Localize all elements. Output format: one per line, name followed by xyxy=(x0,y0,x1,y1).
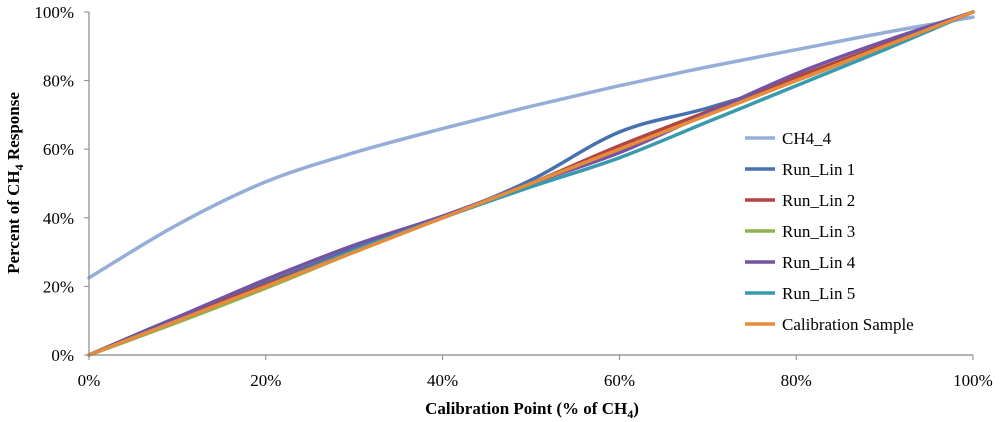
x-tick-label: 100% xyxy=(953,371,993,390)
y-tick-label: 40% xyxy=(43,209,74,228)
x-tick-label: 60% xyxy=(604,371,635,390)
legend-label-calibration-sample: Calibration Sample xyxy=(782,315,914,334)
y-tick-label: 0% xyxy=(51,346,74,365)
legend-label-run-lin-1: Run_Lin 1 xyxy=(782,160,855,179)
legend-label-ch4-4: CH4_4 xyxy=(782,129,832,148)
x-tick-label: 80% xyxy=(781,371,812,390)
series-layer xyxy=(87,10,975,357)
y-tick-label: 100% xyxy=(34,3,74,22)
legend: CH4_4 Run_Lin 1 Run_Lin 2 Run_Lin 3 Run_Lin … xyxy=(745,129,914,334)
axes-layer xyxy=(88,12,973,356)
x-axis-title: Calibration Point (% of CH4) xyxy=(425,399,639,421)
legend-label-run-lin-2: Run_Lin 2 xyxy=(782,191,855,210)
y-axis-title: Percent of CH4 Response xyxy=(4,92,26,274)
ticks-layer: 0% 20% 40% 60% 80% 100% 0% 20% 40% 60% 80% 100% xyxy=(34,3,993,390)
legend-label-run-lin-5: Run_Lin 5 xyxy=(782,284,855,303)
series-line-calibration-sample xyxy=(87,10,975,357)
y-tick-label: 80% xyxy=(43,72,74,91)
legend-label-run-lin-3: Run_Lin 3 xyxy=(782,222,855,241)
x-tick-label: 20% xyxy=(250,371,281,390)
legend-label-run-lin-4: Run_Lin 4 xyxy=(782,253,856,272)
y-tick-label: 60% xyxy=(43,140,74,159)
y-tick-label: 20% xyxy=(43,277,74,296)
series-line-ch4-4 xyxy=(87,15,975,280)
x-tick-label: 40% xyxy=(427,371,458,390)
x-tick-label: 0% xyxy=(78,371,101,390)
